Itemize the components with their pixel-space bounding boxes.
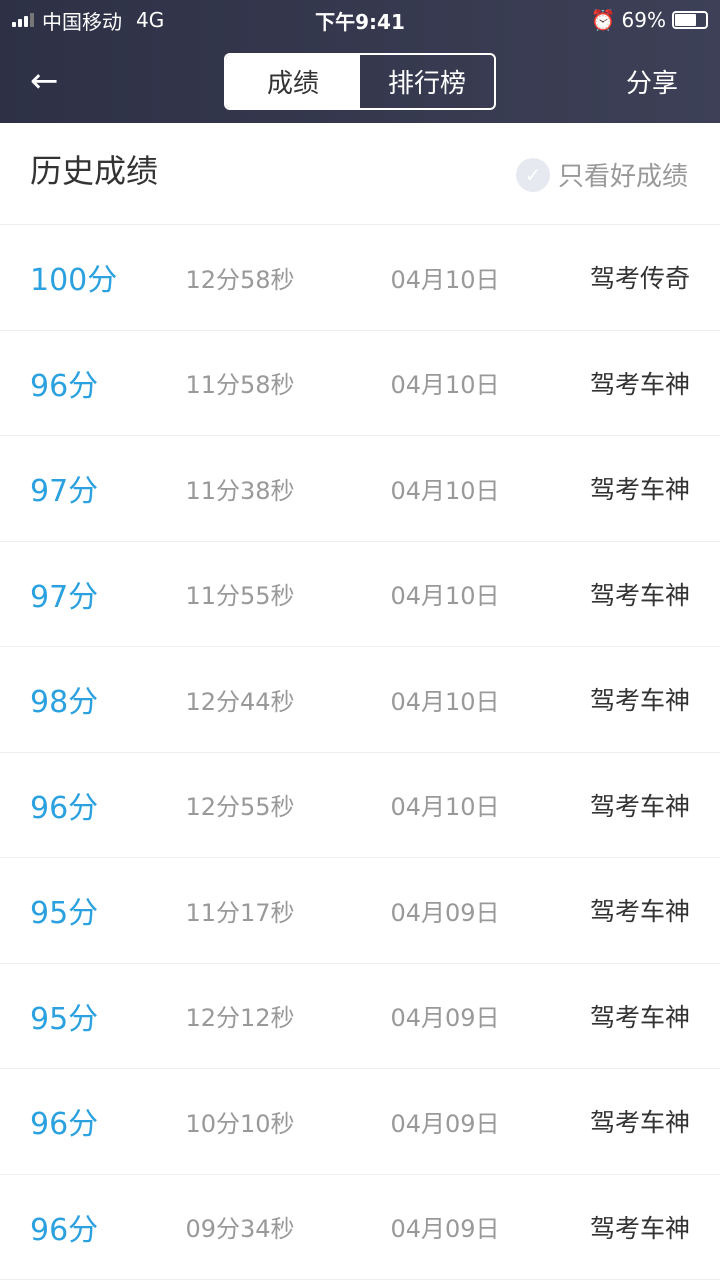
row-title: 驾考传奇 bbox=[589, 264, 690, 294]
row-title: 驾考车神 bbox=[589, 1002, 690, 1032]
battery-icon bbox=[672, 11, 708, 29]
network: 4G bbox=[136, 8, 165, 32]
row-date: 04月09日 bbox=[390, 1109, 500, 1138]
row-date: 04月10日 bbox=[390, 687, 500, 716]
row-title: 驾考车神 bbox=[589, 897, 690, 927]
row-title: 驾考车神 bbox=[589, 580, 690, 610]
row-date: 04月10日 bbox=[390, 371, 500, 400]
row-date: 04月09日 bbox=[390, 1215, 500, 1244]
row-date: 04月09日 bbox=[390, 1004, 500, 1033]
row-score: 95分 bbox=[30, 1001, 99, 1037]
score-row[interactable]: 96分 11分58秒 04月10日 驾考车神 bbox=[0, 331, 720, 436]
carrier: 中国移动 bbox=[42, 9, 122, 34]
row-date: 04月10日 bbox=[390, 265, 500, 294]
back-arrow-icon[interactable]: ← bbox=[30, 61, 59, 101]
signal-icon bbox=[12, 13, 34, 27]
row-title: 驾考车神 bbox=[589, 475, 690, 505]
score-row[interactable]: 97分 11分38秒 04月10日 驾考车神 bbox=[0, 436, 720, 542]
row-title: 驾考车神 bbox=[589, 1108, 690, 1138]
row-duration: 10分10秒 bbox=[185, 1109, 295, 1138]
row-date: 04月10日 bbox=[390, 793, 500, 822]
tab-leaderboard[interactable]: 排行榜 bbox=[387, 69, 466, 99]
row-score: 96分 bbox=[30, 368, 99, 404]
battery-percent: 69% bbox=[621, 8, 666, 32]
row-score: 100分 bbox=[30, 263, 118, 299]
row-title: 驾考车神 bbox=[589, 369, 690, 399]
row-duration: 12分55秒 bbox=[185, 793, 295, 822]
row-title: 驾考车神 bbox=[589, 1213, 690, 1243]
tab-scores[interactable]: 成绩 bbox=[226, 55, 360, 108]
row-duration: 11分58秒 bbox=[185, 371, 295, 400]
filter-label: 只看好成绩 bbox=[557, 162, 688, 192]
section-header: 历史成绩 ✓ 只看好成绩 bbox=[0, 123, 720, 225]
row-duration: 12分58秒 bbox=[185, 265, 295, 294]
row-score: 98分 bbox=[30, 685, 99, 721]
score-row[interactable]: 98分 12分44秒 04月10日 驾考车神 bbox=[0, 647, 720, 753]
row-date: 04月10日 bbox=[390, 582, 500, 611]
section-title: 历史成绩 bbox=[30, 151, 159, 190]
share-button[interactable]: 分享 bbox=[625, 69, 678, 99]
row-date: 04月10日 bbox=[390, 476, 500, 505]
row-score: 97分 bbox=[30, 474, 99, 510]
row-date: 04月09日 bbox=[390, 898, 500, 927]
score-row[interactable]: 96分 09分34秒 04月09日 驾考车神 bbox=[0, 1175, 720, 1280]
nav-bar: ← 成绩 排行榜 分享 bbox=[0, 40, 720, 123]
score-row[interactable]: 96分 12分55秒 04月10日 驾考车神 bbox=[0, 753, 720, 858]
row-duration: 09分34秒 bbox=[185, 1215, 295, 1244]
row-duration: 12分44秒 bbox=[185, 687, 295, 716]
row-score: 96分 bbox=[30, 1107, 99, 1143]
row-duration: 11分55秒 bbox=[185, 582, 295, 611]
score-list: 100分 12分58秒 04月10日 驾考传奇 96分 11分58秒 04月10日 驾考车神 9… bbox=[0, 225, 720, 1280]
status-bar: 中国移动 4G 下午9:41 ⏰ 69% bbox=[0, 0, 720, 40]
row-score: 95分 bbox=[30, 896, 99, 932]
good-scores-filter[interactable]: ✓ 只看好成绩 bbox=[515, 156, 688, 193]
check-circle-icon[interactable]: ✓ bbox=[515, 157, 550, 192]
score-row[interactable]: 95分 12分12秒 04月09日 驾考车神 bbox=[0, 964, 720, 1069]
row-duration: 11分17秒 bbox=[185, 898, 295, 927]
top-bar: 中国移动 4G 下午9:41 ⏰ 69% ← 成绩 排行榜 分享 bbox=[0, 0, 720, 123]
segmented-control: 成绩 排行榜 bbox=[224, 53, 496, 110]
row-title: 驾考车神 bbox=[589, 686, 690, 716]
row-score: 97分 bbox=[30, 579, 99, 615]
row-score: 96分 bbox=[30, 790, 99, 826]
row-score: 96分 bbox=[30, 1212, 99, 1248]
score-row[interactable]: 95分 11分17秒 04月09日 驾考车神 bbox=[0, 858, 720, 964]
score-row[interactable]: 96分 10分10秒 04月09日 驾考车神 bbox=[0, 1069, 720, 1175]
row-duration: 12分12秒 bbox=[185, 1004, 295, 1033]
row-duration: 11分38秒 bbox=[185, 476, 295, 505]
score-row[interactable]: 97分 11分55秒 04月10日 驾考车神 bbox=[0, 542, 720, 647]
row-title: 驾考车神 bbox=[589, 791, 690, 821]
alarm-icon: ⏰ bbox=[590, 8, 616, 32]
score-row[interactable]: 100分 12分58秒 04月10日 驾考传奇 bbox=[0, 225, 720, 331]
